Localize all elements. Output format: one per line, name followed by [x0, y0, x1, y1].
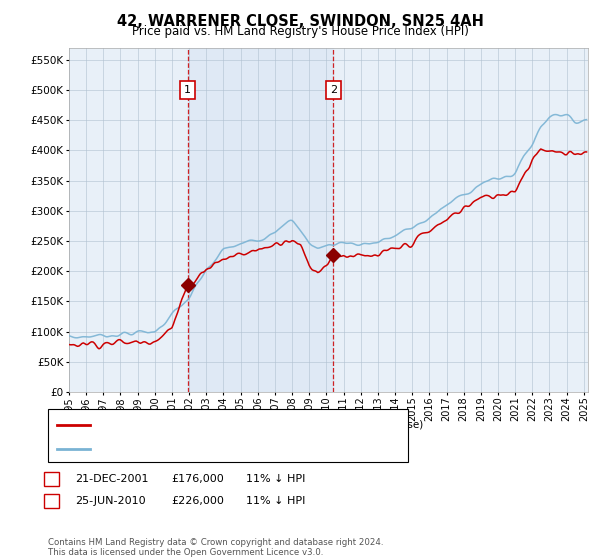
Text: 2: 2 [47, 496, 55, 506]
Text: 1: 1 [47, 474, 55, 484]
Text: 2: 2 [330, 85, 337, 95]
Text: 1: 1 [184, 85, 191, 95]
Text: 11% ↓ HPI: 11% ↓ HPI [246, 474, 305, 484]
Text: HPI: Average price, detached house, Swindon: HPI: Average price, detached house, Swin… [95, 444, 332, 454]
Text: £176,000: £176,000 [171, 474, 224, 484]
Text: £226,000: £226,000 [171, 496, 224, 506]
Text: 25-JUN-2010: 25-JUN-2010 [75, 496, 146, 506]
Text: 42, WARRENER CLOSE, SWINDON, SN25 4AH: 42, WARRENER CLOSE, SWINDON, SN25 4AH [116, 14, 484, 29]
Text: 11% ↓ HPI: 11% ↓ HPI [246, 496, 305, 506]
Bar [188, 48, 334, 392]
Text: 21-DEC-2001: 21-DEC-2001 [75, 474, 149, 484]
Text: Price paid vs. HM Land Registry's House Price Index (HPI): Price paid vs. HM Land Registry's House … [131, 25, 469, 38]
Text: Contains HM Land Registry data © Crown copyright and database right 2024.
This d: Contains HM Land Registry data © Crown c… [48, 538, 383, 557]
Text: 42, WARRENER CLOSE, SWINDON, SN25 4AH (detached house): 42, WARRENER CLOSE, SWINDON, SN25 4AH (d… [95, 420, 423, 430]
